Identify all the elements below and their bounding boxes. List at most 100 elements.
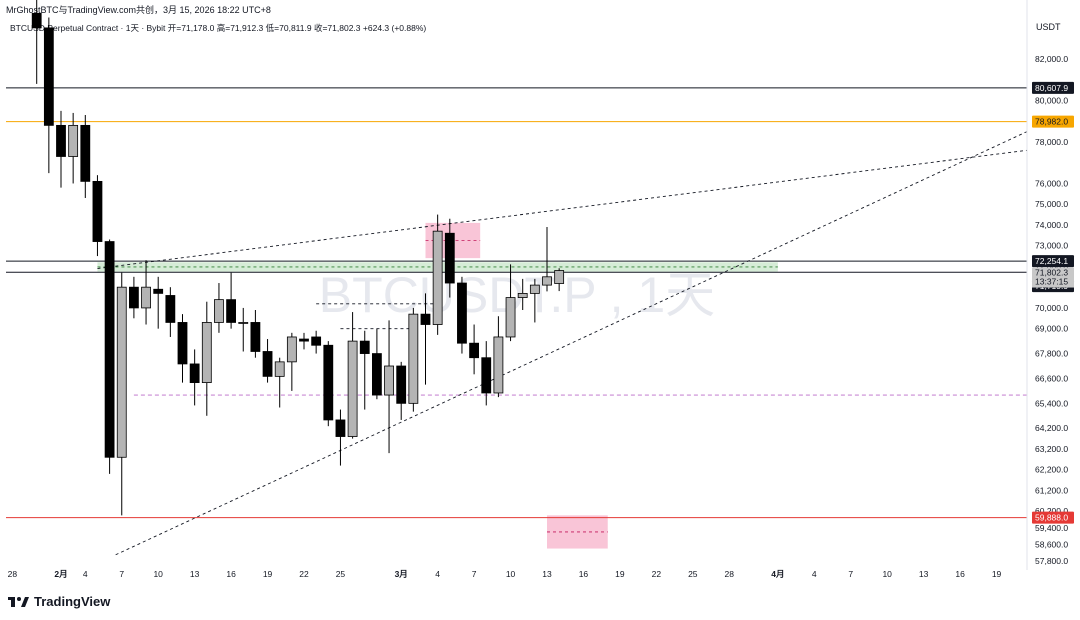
candle-body	[189, 363, 200, 384]
time-tick-label: 28	[8, 569, 18, 579]
candle-body	[432, 230, 443, 325]
candle-body	[116, 286, 127, 458]
candle-40	[517, 278, 528, 310]
symbol-name[interactable]: BTCUSD Perpetual Contract · 1天 · Bybit	[10, 23, 166, 33]
price-tick-label: 73,000.0	[1035, 241, 1068, 251]
price-tick-label: 78,000.0	[1035, 137, 1068, 147]
time-tick-label: 13	[190, 569, 200, 579]
candle-body	[43, 27, 54, 126]
candle-body	[31, 12, 42, 29]
candle-2	[56, 110, 66, 188]
candle-body	[238, 322, 249, 324]
candle-0	[31, 0, 42, 84]
time-axis[interactable]: 28 2月 4 7 10 13 16 19 22 25 3月 4 7 10 13 16 19 22 25 28 4月 4 7…	[8, 569, 1002, 579]
price-tick-label: 82,000.0	[1035, 54, 1068, 64]
ohlc-open: 开=71,178.0	[167, 23, 215, 33]
candle-18	[250, 310, 261, 358]
time-tick-label: 10	[882, 569, 892, 579]
candle-13	[189, 349, 200, 406]
candle-17	[238, 307, 249, 352]
candle-35	[457, 276, 467, 354]
candle-9	[141, 260, 151, 325]
candle-body	[420, 313, 431, 325]
price-chart[interactable]: BTCUSDT.P , 1天 82,000.0 80,000.0 78,000.0 7…	[0, 0, 1080, 590]
price-tick-label: 66,600.0	[1035, 373, 1068, 383]
candle-33	[432, 214, 443, 335]
candle-body	[56, 124, 66, 157]
candle-5	[92, 175, 103, 257]
candle-body	[323, 344, 334, 421]
candle-22	[299, 332, 309, 350]
time-tick-label: 3月	[395, 569, 408, 579]
price-tick-label: 59,400.0	[1035, 523, 1068, 533]
candle-41	[529, 278, 540, 323]
candle-20	[274, 357, 285, 408]
price-tag-1: 78,982.0	[1032, 115, 1074, 128]
candle-body	[274, 361, 285, 377]
candle-39	[505, 264, 516, 342]
price-tag-2-text: 72,254.1	[1035, 256, 1068, 266]
ohlc-change: +624.3 (+0.88%)	[362, 23, 427, 33]
price-tick-label: 74,000.0	[1035, 220, 1068, 230]
candle-25	[335, 409, 346, 466]
countdown-text: 13:37:15	[1035, 277, 1068, 287]
candle-6	[104, 239, 115, 474]
ohlc-close: 收=71,802.3	[313, 23, 361, 33]
candle-24	[323, 341, 334, 427]
time-tick-label: 4	[812, 569, 817, 579]
candle-body	[493, 336, 504, 394]
candle-38	[493, 316, 504, 398]
time-tick-label: 19	[263, 569, 273, 579]
candle-4	[80, 115, 91, 198]
time-tick-label: 19	[992, 569, 1002, 579]
price-tick-label: 70,000.0	[1035, 303, 1068, 313]
ohlc-high: 高=71,912.3	[216, 23, 264, 33]
price-tick-label: 64,200.0	[1035, 423, 1068, 433]
candle-36	[469, 324, 480, 375]
candle-23	[311, 330, 322, 354]
price-tick-label: 57,800.0	[1035, 556, 1068, 566]
candle-body	[80, 124, 91, 182]
tradingview-logo-icon	[8, 596, 29, 607]
candle-1	[43, 17, 54, 174]
ohlc-low: 低=70,811.9	[265, 23, 312, 33]
candle-43	[554, 268, 565, 292]
current-price-text: 71,802.3	[1035, 268, 1068, 278]
candle-body	[214, 299, 224, 323]
candle-body	[384, 365, 394, 396]
candle-body	[141, 286, 151, 309]
candle-19	[262, 339, 273, 383]
price-axis[interactable]: 82,000.0 80,000.0 78,000.0 76,000.0 75,000.0…	[1032, 54, 1074, 566]
candle-body	[396, 365, 407, 404]
time-tick-label: 10	[506, 569, 516, 579]
trendline-layer	[97, 131, 1028, 556]
share-caption: MrGhostBTC与TradingView.com共创，3月 15, 2026…	[6, 5, 271, 15]
candle-26	[347, 312, 358, 439]
time-tick-label: 10	[153, 569, 163, 579]
candle-body	[165, 295, 176, 323]
price-tag-2: 72,254.1	[1032, 255, 1074, 268]
candle-body	[371, 353, 382, 396]
candle-14	[201, 301, 212, 416]
price-tag-4: 59,888.0	[1032, 511, 1074, 524]
price-tick-label: 75,000.0	[1035, 199, 1068, 209]
symbol-ohlc-bar: BTCUSD Perpetual Contract · 1天 · Bybit 开…	[10, 22, 426, 34]
price-tag-4-text: 59,888.0	[1035, 513, 1068, 523]
price-tick-label: 58,600.0	[1035, 539, 1068, 549]
candle-42	[542, 227, 552, 292]
candle-body	[128, 286, 139, 309]
candle-body	[335, 419, 346, 437]
candle-16	[226, 272, 237, 329]
current-price-bg	[1032, 267, 1074, 288]
price-tag-0-text: 80,607.9	[1035, 83, 1068, 93]
candle-31	[408, 307, 419, 412]
price-tag-2-bg	[1032, 255, 1074, 268]
current-price-tag: 71,802.313:37:15	[1032, 267, 1074, 288]
chart-watermark: BTCUSDT.P , 1天	[319, 267, 715, 323]
time-tick-label: 13	[919, 569, 929, 579]
candle-body	[529, 284, 540, 294]
tradingview-branding[interactable]: TradingView	[8, 594, 110, 609]
candle-21	[286, 332, 297, 391]
candle-body	[554, 270, 565, 284]
time-tick-label: 4	[435, 569, 440, 579]
